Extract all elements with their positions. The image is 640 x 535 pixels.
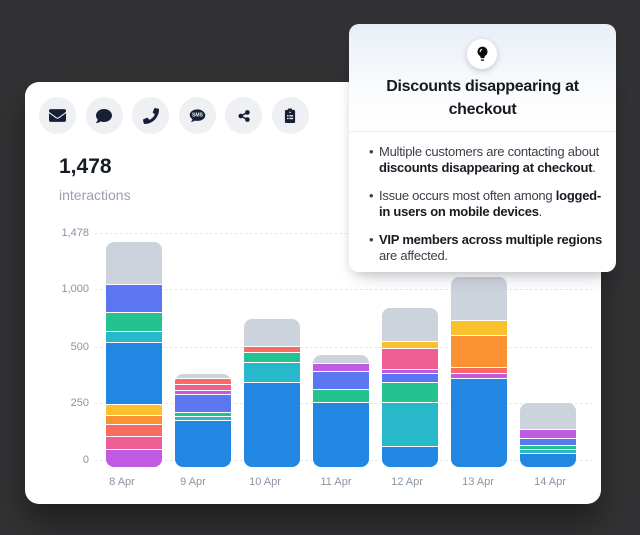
svg-text:SMS: SMS <box>191 112 203 118</box>
